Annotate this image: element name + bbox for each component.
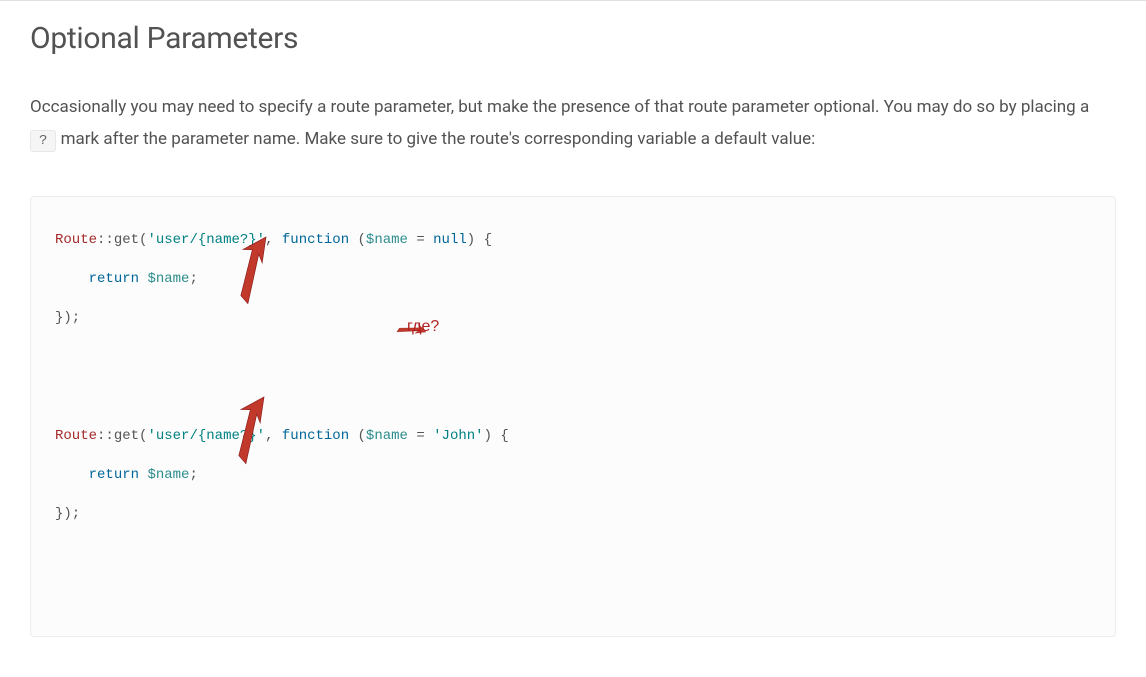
code-token: , — [265, 232, 282, 248]
code-token: return — [89, 467, 139, 483]
code-token: }); — [55, 506, 80, 522]
code-token: ( — [349, 428, 366, 444]
code-token — [55, 271, 89, 287]
code-token: ) — [467, 232, 484, 248]
code-token: = — [408, 232, 433, 248]
doc-container: Optional Parameters Occasionally you may… — [0, 1, 1146, 677]
code-token: $name — [147, 467, 189, 483]
code-token: $name — [366, 232, 408, 248]
code-token: ( — [349, 232, 366, 248]
description-part1: Occasionally you may need to specify a r… — [30, 97, 1089, 117]
code-token: { — [484, 232, 492, 248]
annotation-label: где? — [407, 305, 439, 350]
code-token: get — [114, 428, 139, 444]
code-token: Route — [55, 428, 97, 444]
annotation-layer: где? — [31, 197, 1115, 637]
code-block: Route::get('user/{name?}', function ($na… — [30, 196, 1116, 638]
section-heading: Optional Parameters — [30, 21, 1116, 56]
code-token: = — [408, 428, 433, 444]
code-token: ; — [189, 271, 197, 287]
code-token: ; — [189, 467, 197, 483]
code-token: , — [265, 428, 282, 444]
code-token: 'user/{name?}' — [147, 232, 265, 248]
description-part2: mark after the parameter name. Make sure… — [56, 129, 815, 149]
code-token: 'user/{name?}' — [147, 428, 265, 444]
section-description: Occasionally you may need to specify a r… — [30, 91, 1116, 156]
code-token: :: — [97, 428, 114, 444]
code-token: 'John' — [433, 428, 483, 444]
annotation-arrow-icon — [397, 318, 428, 341]
code-token: function — [282, 428, 349, 444]
code-token — [55, 467, 89, 483]
annotation-svg — [31, 197, 1115, 637]
code-token: Route — [55, 232, 97, 248]
code-token: $name — [366, 428, 408, 444]
code-token: null — [433, 232, 467, 248]
code-token: :: — [97, 232, 114, 248]
code-token: $name — [147, 271, 189, 287]
inline-code-mark: ? — [30, 130, 56, 152]
code-token: get — [114, 232, 139, 248]
code-token: ) — [484, 428, 501, 444]
code-token: return — [89, 271, 139, 287]
code-token: function — [282, 232, 349, 248]
code-token: { — [500, 428, 508, 444]
code-token: }); — [55, 310, 80, 326]
